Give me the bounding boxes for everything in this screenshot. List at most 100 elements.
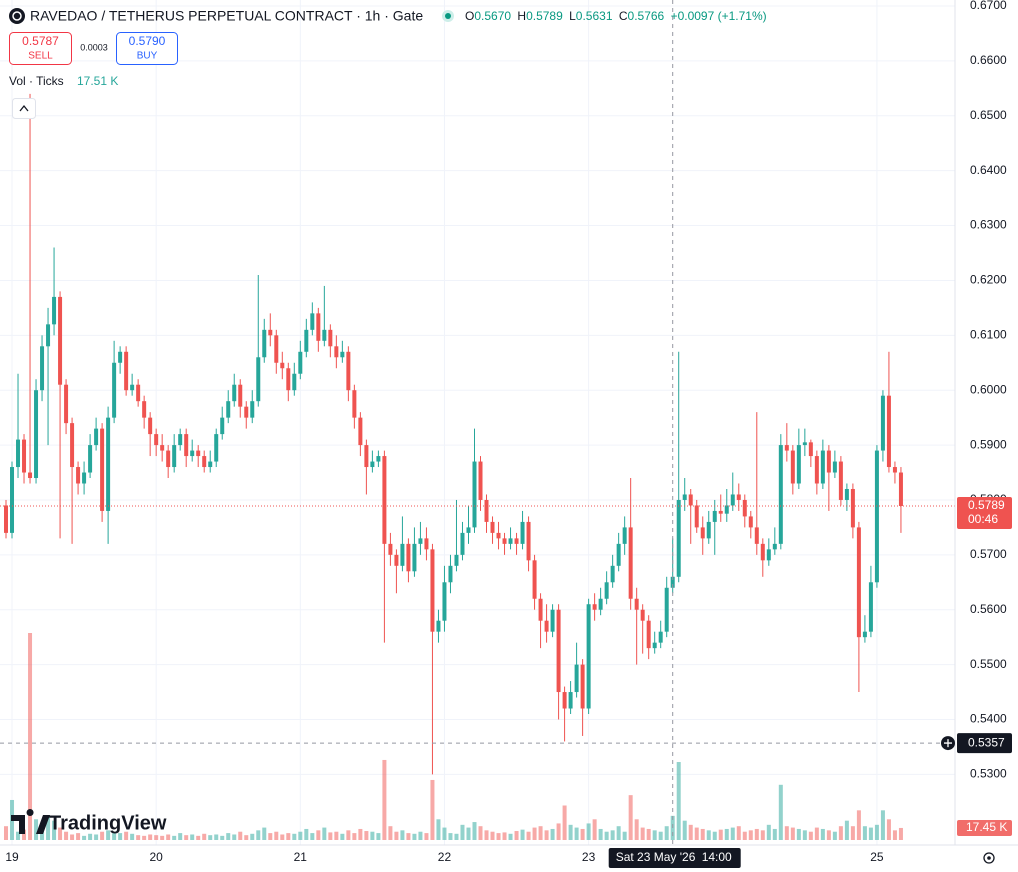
settings-icon-center[interactable] [987, 856, 991, 860]
candle-body [28, 472, 33, 479]
buy-price[interactable]: 0.5790 [129, 34, 166, 48]
volume-bar [28, 633, 33, 840]
volume-bar [496, 833, 501, 840]
buy-label[interactable]: BUY [137, 51, 158, 62]
volume-bar [598, 828, 603, 840]
volume-bar [472, 822, 477, 840]
candle-body [370, 461, 375, 468]
volume-bar [742, 831, 747, 840]
logo-mark [11, 809, 50, 834]
buy-button[interactable] [116, 32, 178, 65]
y-tick-label: 0.6100 [970, 327, 1007, 341]
candle-body [610, 565, 615, 583]
volume-bar [418, 831, 423, 840]
y-tick-label: 0.5900 [970, 437, 1007, 451]
candle-body [736, 494, 741, 500]
volume-bar [286, 833, 291, 840]
volume-bar [634, 819, 639, 840]
volume-bar [196, 835, 201, 840]
y-tick-label: 0.6700 [970, 0, 1007, 12]
ohlc-label: L [569, 9, 576, 23]
volume-bar [70, 834, 75, 840]
market-status-dot [445, 13, 451, 19]
add-alert-icon[interactable] [944, 739, 952, 748]
volume-bar [796, 828, 801, 840]
volume-bar [532, 827, 537, 840]
candle-body [688, 494, 693, 506]
volume-bar [832, 831, 837, 840]
candle-body [466, 527, 471, 533]
volume-bar [322, 827, 327, 840]
volume-bar [100, 831, 105, 840]
volume-bar [4, 826, 9, 840]
volume-bar [610, 830, 615, 840]
volume-bar [226, 833, 231, 840]
volume-bar [400, 830, 405, 840]
volume-bar [784, 826, 789, 840]
y-tick-label: 0.5400 [970, 712, 1007, 726]
candle-body [682, 494, 687, 500]
volume-bar [622, 831, 627, 840]
candle-body [196, 450, 201, 457]
volume-bar [22, 829, 27, 840]
volume-bar [280, 834, 285, 840]
y-tick-label: 0.6400 [970, 163, 1007, 177]
volume-bar [748, 830, 753, 840]
volume-bar [778, 784, 783, 840]
candle-body [430, 549, 435, 632]
candle-body [412, 543, 417, 572]
volume-bar [130, 833, 135, 840]
candle-body [220, 417, 225, 435]
collapse-button[interactable] [12, 98, 36, 119]
x-tick-label: 25 [870, 850, 884, 864]
volume-bar [604, 831, 609, 840]
volume-bar [556, 823, 561, 840]
volume-bar [388, 826, 393, 840]
candle-body [628, 527, 633, 599]
candle-body [868, 582, 873, 632]
collapse-icon[interactable] [19, 104, 29, 112]
volume-bar [370, 831, 375, 840]
settings-icon[interactable] [983, 852, 995, 864]
sell-price[interactable]: 0.5787 [22, 34, 59, 48]
candle-body [484, 499, 489, 522]
candle-body [772, 543, 777, 550]
candle-body [316, 313, 321, 341]
candle-body [646, 620, 651, 649]
candle-body [280, 362, 285, 369]
candle-body [10, 467, 15, 533]
candle-body [298, 351, 303, 374]
candle-body [202, 456, 207, 468]
volume-bar [502, 832, 507, 840]
y-tick-label: 0.5500 [970, 657, 1007, 671]
candle-body [364, 445, 369, 468]
candle-body [616, 543, 621, 566]
x-tick-label: 20 [149, 850, 163, 864]
volume-bar [754, 828, 759, 840]
volume-bar [646, 828, 651, 840]
volume-bar [190, 834, 195, 840]
candle-body [796, 445, 801, 484]
volume-bar [244, 835, 249, 840]
candle-body [418, 538, 423, 544]
sell-label[interactable]: SELL [28, 51, 53, 62]
volume-bar [304, 828, 309, 840]
sell-button[interactable] [9, 32, 72, 65]
candle-body [844, 488, 849, 500]
candle-body [154, 434, 159, 446]
volume-bar [316, 830, 321, 840]
volume-bar [298, 831, 303, 840]
volume-bar [562, 805, 567, 840]
volume-bar [586, 823, 591, 840]
ohlc-label: H [517, 9, 526, 23]
volume-bar [142, 835, 147, 840]
candle-body [76, 467, 81, 484]
candle-body [94, 428, 99, 446]
volume-bar [16, 831, 21, 840]
ohlc-label: C [619, 9, 628, 23]
volume-bar [310, 833, 315, 840]
candle-body [406, 543, 411, 572]
y-tick-label: 0.5300 [970, 767, 1007, 781]
volume-bar [862, 826, 867, 840]
candle-body [622, 527, 627, 544]
